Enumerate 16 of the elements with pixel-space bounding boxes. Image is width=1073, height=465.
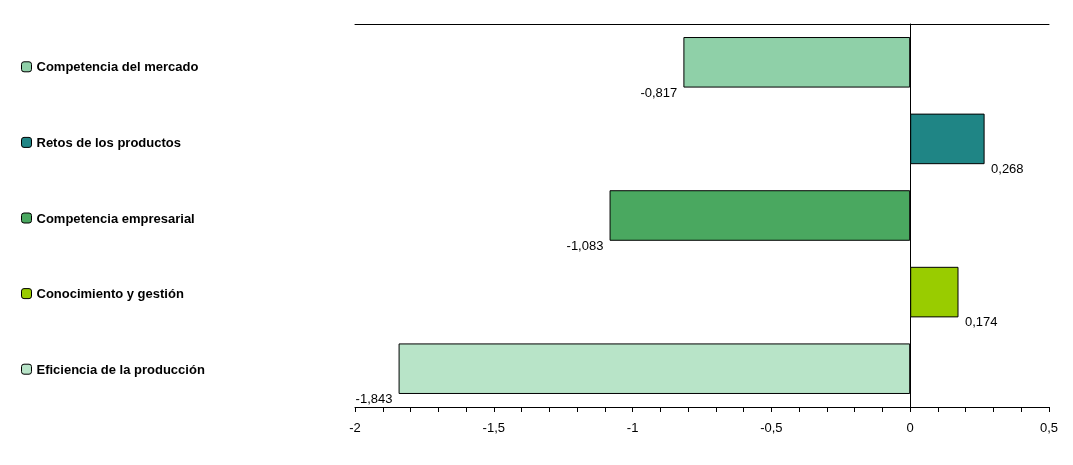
x-tick-label: -1,5 xyxy=(482,420,505,435)
legend-label: Competencia empresarial xyxy=(36,210,195,226)
x-tick-label: -1 xyxy=(626,420,639,435)
data-label: 0,268 xyxy=(991,161,1024,177)
legend-label: Retos de los productos xyxy=(36,134,181,150)
legend-label: Competencia del mercado xyxy=(36,59,199,75)
data-label: -1,843 xyxy=(355,390,393,406)
data-label: -0,817 xyxy=(640,84,678,100)
x-tick-label: -0,5 xyxy=(760,420,783,435)
x-tick-label: 0,5 xyxy=(1039,420,1059,435)
x-tick-label: -2 xyxy=(349,420,361,435)
legend-label: Conocimiento y gestión xyxy=(36,286,184,302)
legend-label: Eficiencia de la producción xyxy=(36,361,205,377)
data-label: -1,083 xyxy=(566,237,604,253)
x-tick-label: 0 xyxy=(906,420,914,435)
data-label: 0,174 xyxy=(964,314,998,330)
